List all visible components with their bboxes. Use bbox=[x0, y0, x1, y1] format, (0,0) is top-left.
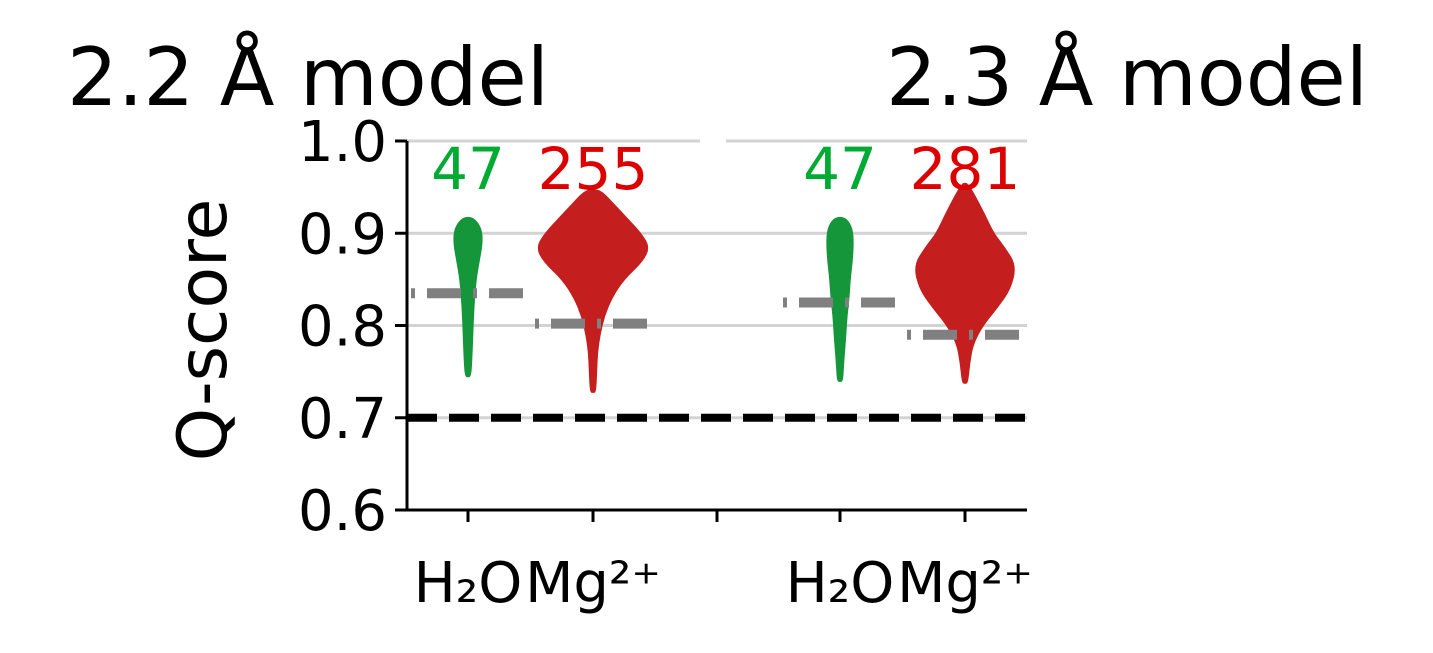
y-ticks: 0.6 0.7 0.8 0.9 1.0 bbox=[298, 110, 407, 544]
panel-title-left: 2.2 Å model bbox=[67, 30, 549, 124]
median-lines bbox=[411, 288, 1027, 340]
count-label-1: 47 bbox=[431, 135, 505, 203]
y-tick-label: 1.0 bbox=[298, 110, 387, 175]
x-tick-label: H₂O bbox=[414, 551, 523, 616]
violin-3 bbox=[826, 216, 854, 382]
violin-4 bbox=[915, 182, 1015, 384]
y-tick-label: 0.8 bbox=[298, 295, 387, 360]
violin-2 bbox=[537, 189, 649, 393]
violin-1 bbox=[453, 216, 483, 378]
count-labels: 47 255 47 281 bbox=[431, 135, 1020, 203]
y-tick-label: 0.6 bbox=[298, 479, 387, 544]
violins bbox=[453, 182, 1015, 393]
y-axis-label: Q-score bbox=[164, 199, 243, 462]
count-label-3: 47 bbox=[803, 135, 877, 203]
y-tick-label: 0.7 bbox=[298, 387, 387, 452]
count-label-4: 281 bbox=[910, 135, 1021, 203]
count-label-2: 255 bbox=[538, 135, 649, 203]
x-tick-label: Mg²⁺ bbox=[525, 551, 661, 616]
panel-title-right: 2.3 Å model bbox=[886, 30, 1368, 124]
x-tick-label: Mg²⁺ bbox=[897, 551, 1033, 616]
x-tick-label: H₂O bbox=[786, 551, 895, 616]
x-ticks: H₂O Mg²⁺ H₂O Mg²⁺ bbox=[414, 510, 1033, 616]
y-tick-label: 0.9 bbox=[298, 202, 387, 267]
